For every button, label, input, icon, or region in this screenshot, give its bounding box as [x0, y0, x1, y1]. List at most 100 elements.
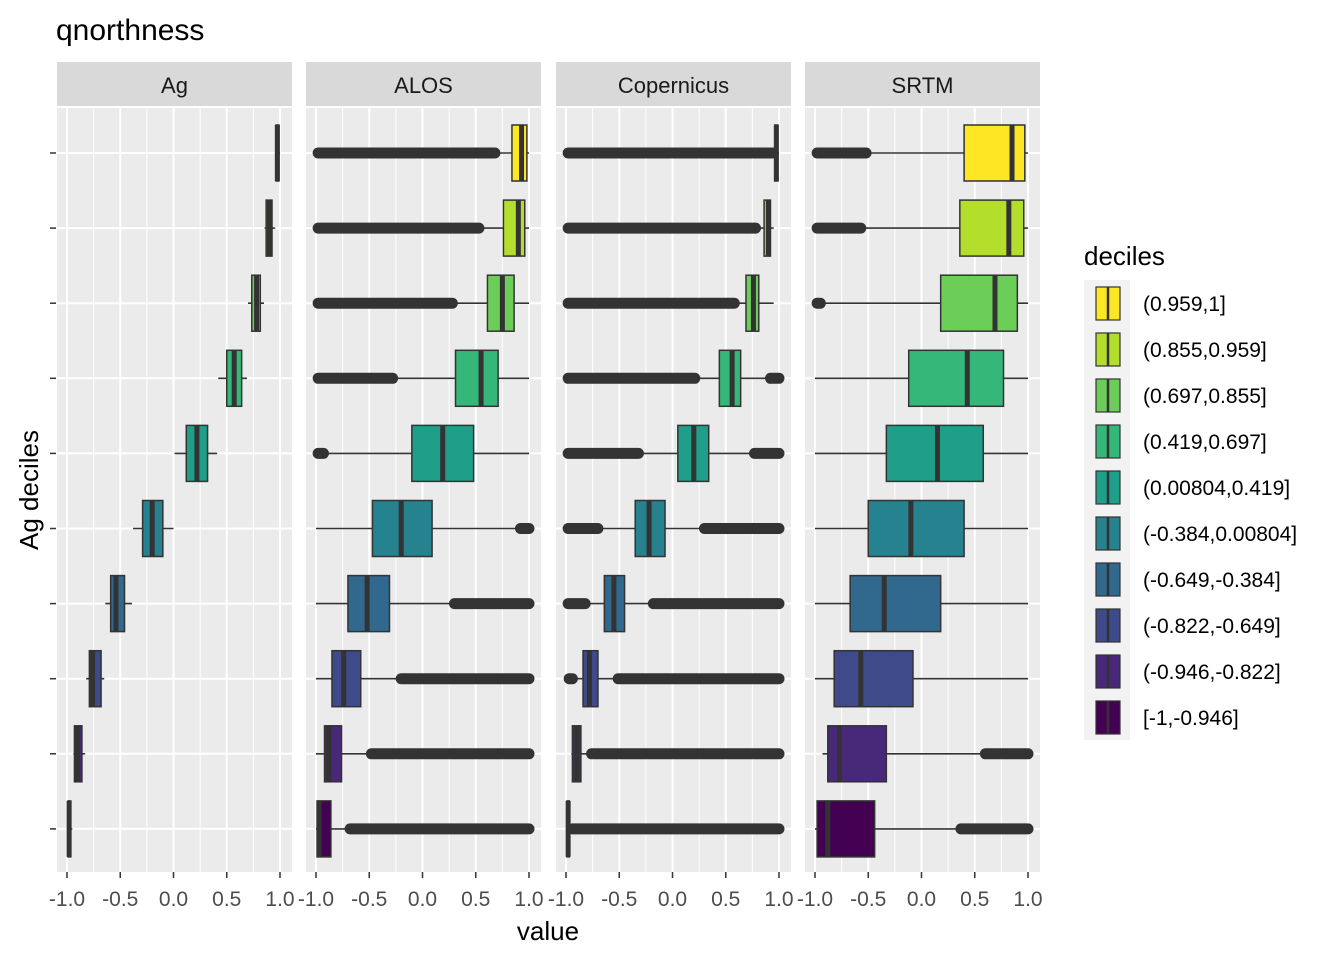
boxplot-ag-6: [133, 499, 174, 558]
legend-item: (-0.649,-0.384]: [1095, 562, 1281, 597]
facet-strip: [556, 62, 791, 106]
boxplot-copernicus-2: [562, 199, 774, 257]
boxplot-alos-10: [316, 800, 535, 858]
boxplot-ag-5: [174, 424, 218, 483]
box-iqr: [885, 424, 985, 483]
facet-strip-label: Ag: [161, 73, 188, 98]
boxplot-srtm-7: [815, 574, 1028, 633]
x-tick-label: -1.0: [797, 888, 833, 911]
facet-panel-ag: Ag -1.0 -0.5 0.0 0.5 1.0: [49, 62, 295, 911]
boxplot-srtm-5: [815, 424, 1028, 483]
legend-item: (0.855,0.959]: [1095, 332, 1267, 367]
boxplot-ag-1: [274, 124, 280, 182]
facet-panel-copernicus: Copernicus -1.0 -0.5 0.0 0.5 1.0: [548, 62, 794, 911]
chart-title: qnorthness: [56, 14, 204, 47]
boxplot-alos-3: [312, 274, 529, 332]
boxplot-srtm-1: [811, 124, 1028, 182]
boxplot-alos-2: [312, 199, 529, 257]
boxplot-copernicus-3: [562, 274, 774, 332]
boxplot-copernicus-9: [571, 725, 785, 783]
boxplot-alos-1: [312, 124, 529, 182]
x-tick-label: 0.0: [159, 888, 188, 911]
box-iqr: [331, 649, 362, 708]
boxplot-srtm-2: [811, 199, 1028, 257]
boxplot-srtm-9: [822, 725, 1034, 783]
legend-entry-label: (-0.384,0.00804]: [1143, 523, 1297, 546]
boxplot-srtm-4: [815, 349, 1028, 408]
box-iqr: [959, 199, 1025, 257]
legend-item: (0.697,0.855]: [1095, 378, 1267, 413]
y-axis-label: Ag deciles: [14, 430, 44, 550]
x-tick-label: 0.5: [461, 888, 490, 911]
x-tick-label: 1.0: [514, 888, 543, 911]
legend-entry-label: (0.959,1]: [1143, 293, 1226, 316]
x-axis-label: value: [517, 916, 579, 946]
boxplot-ag-3: [248, 274, 265, 332]
facet-panels: Ag -1.0 -0.5 0.0 0.5 1.0 ALOS -1.0 -0.5 0.0 0.5 1.0…: [49, 62, 1043, 911]
x-tick-label: 1.0: [1013, 888, 1042, 911]
boxplot-ag-7: [105, 574, 132, 633]
legend-entry-label: (0.419,0.697]: [1143, 431, 1267, 454]
boxplot-srtm-3: [811, 274, 1028, 332]
legend-item: (0.419,0.697]: [1095, 424, 1267, 459]
box-iqr: [849, 574, 942, 633]
boxplot-alos-9: [316, 725, 535, 783]
legend-entry-label: (0.697,0.855]: [1143, 385, 1267, 408]
boxplot-alos-4: [312, 349, 529, 408]
boxplot-ag-4: [218, 349, 247, 408]
boxplot-srtm-10: [815, 800, 1034, 858]
boxplot-ag-10: [66, 800, 73, 858]
legend-entry-label: (0.00804,0.419]: [1143, 477, 1290, 500]
box-iqr: [907, 349, 1005, 408]
facet-panel-alos: ALOS -1.0 -0.5 0.0 0.5 1.0: [298, 62, 544, 911]
boxplot-ag-9: [73, 725, 86, 783]
x-tick-label: 0.0: [408, 888, 437, 911]
boxplot-alos-7: [316, 574, 535, 633]
boxplot-copernicus-8: [563, 649, 785, 708]
facet-strip-label: SRTM: [892, 73, 954, 98]
legend-entry-label: (-0.946,-0.822]: [1143, 661, 1281, 684]
box-iqr: [88, 649, 102, 708]
boxplot-srtm-8: [815, 649, 1028, 708]
legend-entry-label: (-0.649,-0.384]: [1143, 569, 1281, 592]
boxplot-alos-5: [312, 424, 529, 483]
boxplot-copernicus-5: [562, 424, 785, 483]
boxplot-copernicus-1: [562, 124, 779, 182]
box-iqr: [867, 499, 965, 558]
legend-item: (-0.946,-0.822]: [1095, 654, 1281, 689]
boxplot-copernicus-7: [562, 574, 785, 633]
boxplot-ag-2: [264, 199, 276, 257]
x-tick-label: -0.5: [102, 888, 138, 911]
x-tick-label: -1.0: [298, 888, 334, 911]
boxplot-alos-8: [316, 649, 535, 708]
box-iqr: [963, 124, 1026, 182]
legend-title: deciles: [1084, 241, 1165, 271]
boxplot-copernicus-10: [565, 800, 785, 858]
boxplot-copernicus-4: [562, 349, 785, 408]
x-tick-label: -1.0: [49, 888, 85, 911]
x-tick-label: 0.5: [960, 888, 989, 911]
legend-item: [-1,-0.946]: [1095, 700, 1239, 735]
legend-item: (-0.822,-0.649]: [1095, 608, 1281, 643]
legend-entry-label: [-1,-0.946]: [1143, 707, 1239, 730]
facet-strip-label: ALOS: [394, 73, 453, 98]
boxplot-srtm-6: [815, 499, 1028, 558]
x-tick-label: 0.5: [711, 888, 740, 911]
legend: deciles (0.959,1] (0.855,0.959] (0.697,0.8…: [1084, 241, 1297, 740]
box-iqr: [939, 274, 1019, 332]
facet-strip: [306, 62, 541, 106]
facet-panel-srtm: SRTM -1.0 -0.5 0.0 0.5 1.0: [797, 62, 1043, 911]
box-iqr: [833, 649, 914, 708]
legend-item: (-0.384,0.00804]: [1095, 516, 1297, 551]
x-tick-label: -0.5: [850, 888, 886, 911]
x-tick-label: -0.5: [601, 888, 637, 911]
legend-item: (0.00804,0.419]: [1095, 470, 1290, 505]
x-tick-label: 1.0: [764, 888, 793, 911]
legend-item: (0.959,1]: [1095, 286, 1226, 321]
box-iqr: [502, 199, 526, 257]
facet-strip-label: Copernicus: [618, 73, 729, 98]
x-tick-label: 0.5: [212, 888, 241, 911]
box-iqr: [827, 725, 888, 783]
